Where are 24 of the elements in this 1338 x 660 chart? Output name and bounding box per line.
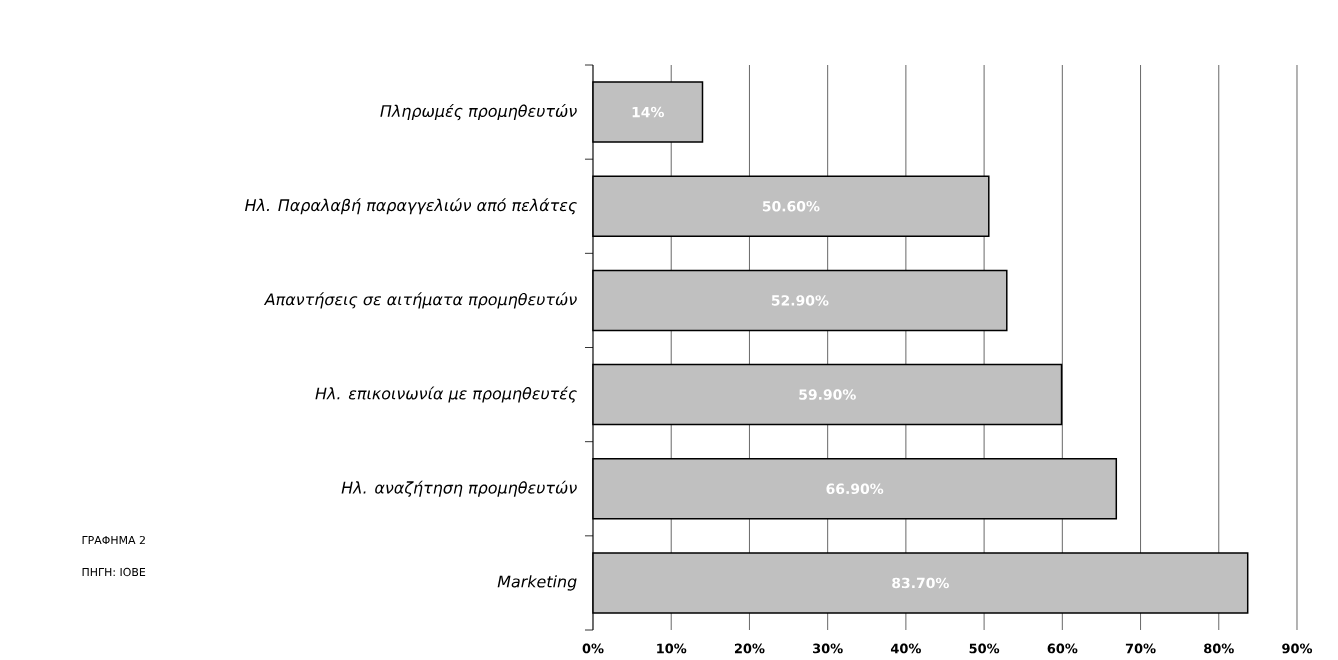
y-tick-label: Ηλ. Παραλαβή παραγγελιών από πελάτες — [244, 198, 577, 215]
text: ΠΗΓΗ: ΙΟΒΕ — [82, 567, 146, 577]
x-tick-label: 90% — [1282, 643, 1313, 654]
x-tick-label: 10% — [657, 643, 687, 654]
y-tick-label: Marketing — [497, 575, 577, 591]
x-tick-label: 60% — [1047, 643, 1078, 654]
x-tick-label: 80% — [1204, 643, 1234, 654]
x-tick-label: 70% — [1125, 643, 1156, 654]
data-label: 66.90% — [826, 483, 884, 495]
y-tick-label: Ηλ. επικοινωνία με προμηθευτές — [315, 386, 577, 403]
y-tick-label: Ηλ. αναζήτηση προμηθευτών — [341, 480, 577, 497]
x-tick-label: 30% — [813, 643, 843, 654]
x-tick-label: 50% — [969, 643, 1000, 654]
x-tick-label: 0% — [582, 643, 604, 654]
text: ΓΡΑΦΗΜΑ 2 — [82, 535, 145, 545]
y-tick-label: Απαντήσεις σε αιτήματα προμηθευτών — [263, 292, 577, 309]
x-tick-label: 20% — [734, 643, 765, 654]
data-label: 14% — [632, 106, 664, 118]
x-tick-label: 40% — [890, 643, 921, 654]
data-label: 59.90% — [799, 389, 856, 400]
data-label: 50.60% — [762, 200, 820, 212]
data-label: 52.90% — [771, 295, 829, 306]
data-label: 83.70% — [892, 577, 949, 589]
y-tick-label: Πληρωμές προμηθευτών — [380, 104, 577, 121]
